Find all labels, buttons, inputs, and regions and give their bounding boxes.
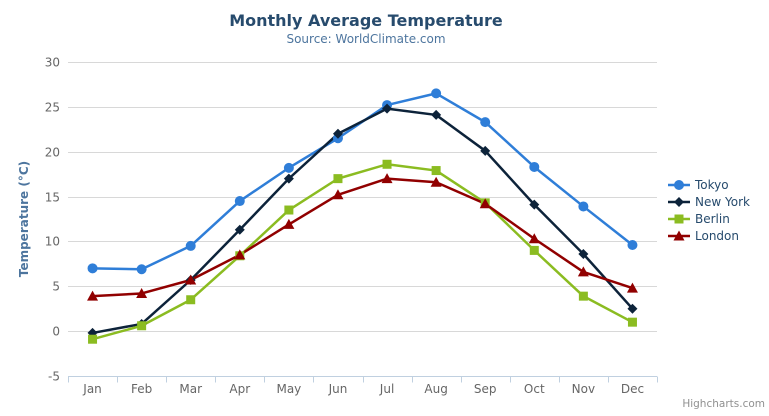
x-axis-label: Mar bbox=[179, 382, 202, 396]
data-point-berlin-feb[interactable] bbox=[137, 321, 147, 331]
data-point-london-jan[interactable] bbox=[87, 290, 99, 301]
legend-item-tokyo[interactable]: Tokyo bbox=[668, 177, 750, 193]
data-point-new-york-sep[interactable] bbox=[480, 145, 491, 156]
data-point-tokyo-sep[interactable] bbox=[480, 117, 491, 128]
data-point-london-aug[interactable] bbox=[430, 176, 442, 187]
data-point-berlin-dec[interactable] bbox=[627, 317, 637, 327]
data-point-london-may[interactable] bbox=[283, 218, 295, 229]
data-point-new-york-oct[interactable] bbox=[529, 199, 540, 210]
data-point-berlin-aug[interactable] bbox=[431, 166, 441, 176]
data-point-berlin-nov[interactable] bbox=[578, 291, 588, 301]
chart-subtitle: Source: WorldClimate.com bbox=[286, 32, 446, 46]
x-axis-label: Jun bbox=[328, 382, 348, 396]
legend-item-new-york[interactable]: New York bbox=[668, 194, 750, 210]
data-point-london-sep[interactable] bbox=[479, 198, 491, 209]
x-axis-label: Oct bbox=[524, 382, 545, 396]
legend-marker-shape[interactable] bbox=[674, 197, 684, 207]
x-axis-label: Aug bbox=[424, 382, 447, 396]
data-point-new-york-aug[interactable] bbox=[431, 109, 442, 120]
y-axis-title: Temperature (°C) bbox=[17, 160, 31, 278]
data-point-london-apr[interactable] bbox=[234, 249, 246, 260]
series-line-london[interactable] bbox=[91, 177, 634, 298]
legend-marker-circle-icon bbox=[668, 180, 690, 190]
legend-label: New York bbox=[695, 195, 750, 209]
data-point-berlin-jun[interactable] bbox=[333, 174, 343, 184]
legend-label: Tokyo bbox=[695, 178, 729, 192]
y-axis-label: 0 bbox=[52, 325, 60, 339]
series-line-new-york[interactable] bbox=[91, 107, 634, 335]
y-axis-label: 30 bbox=[45, 56, 60, 70]
x-axis-label: May bbox=[276, 382, 301, 396]
data-point-berlin-oct[interactable] bbox=[529, 245, 539, 255]
data-point-tokyo-jan[interactable] bbox=[87, 263, 98, 274]
x-axis-label: Jul bbox=[379, 382, 394, 396]
data-point-tokyo-aug[interactable] bbox=[431, 88, 442, 99]
legend-marker-diamond-icon bbox=[668, 197, 690, 207]
data-point-tokyo-mar[interactable] bbox=[185, 240, 196, 251]
data-point-tokyo-dec[interactable] bbox=[627, 240, 638, 251]
data-point-berlin-jan[interactable] bbox=[88, 334, 98, 344]
data-point-london-nov[interactable] bbox=[577, 266, 589, 277]
data-point-new-york-nov[interactable] bbox=[578, 248, 589, 259]
data-point-tokyo-apr[interactable] bbox=[234, 196, 245, 207]
data-point-berlin-jul[interactable] bbox=[382, 159, 392, 169]
x-axis-label: Feb bbox=[131, 382, 152, 396]
x-axis-label: Nov bbox=[572, 382, 595, 396]
data-point-berlin-mar[interactable] bbox=[186, 295, 196, 305]
y-axis-label: 5 bbox=[52, 280, 60, 294]
data-point-london-jul[interactable] bbox=[381, 173, 393, 184]
data-point-new-york-dec[interactable] bbox=[627, 303, 638, 314]
data-point-london-jun[interactable] bbox=[332, 189, 344, 200]
legend-label: Berlin bbox=[695, 212, 730, 226]
data-point-new-york-apr[interactable] bbox=[234, 224, 245, 235]
data-point-london-dec[interactable] bbox=[626, 282, 638, 293]
data-point-tokyo-may[interactable] bbox=[283, 162, 294, 173]
y-axis-label: 10 bbox=[45, 235, 60, 249]
data-point-london-oct[interactable] bbox=[528, 233, 540, 244]
data-point-tokyo-nov[interactable] bbox=[578, 201, 589, 212]
data-point-new-york-jul[interactable] bbox=[382, 103, 393, 114]
data-point-new-york-may[interactable] bbox=[283, 173, 294, 184]
x-axis-label: Apr bbox=[229, 382, 250, 396]
data-point-tokyo-oct[interactable] bbox=[529, 161, 540, 172]
legend-label: London bbox=[695, 229, 739, 243]
legend-item-london[interactable]: London bbox=[668, 228, 750, 244]
x-axis-label: Jan bbox=[82, 382, 102, 396]
highcharts-credit[interactable]: Highcharts.com bbox=[682, 398, 765, 410]
series-line-tokyo[interactable] bbox=[91, 92, 634, 271]
legend: Tokyo New York Berlin London bbox=[668, 177, 750, 245]
legend-marker-shape[interactable] bbox=[674, 214, 684, 224]
data-point-berlin-may[interactable] bbox=[284, 205, 294, 215]
data-point-tokyo-feb[interactable] bbox=[136, 264, 147, 275]
legend-marker-triangle-icon bbox=[668, 230, 690, 241]
x-axis-label: Sep bbox=[474, 382, 497, 396]
y-axis-label: 15 bbox=[45, 191, 60, 205]
x-axis-label: Dec bbox=[621, 382, 644, 396]
legend-marker-shape[interactable] bbox=[673, 230, 685, 241]
series-line-berlin[interactable] bbox=[91, 163, 634, 341]
data-point-london-mar[interactable] bbox=[185, 274, 197, 285]
legend-item-berlin[interactable]: Berlin bbox=[668, 211, 750, 227]
data-point-new-york-jun[interactable] bbox=[332, 128, 343, 139]
legend-marker-shape[interactable] bbox=[674, 180, 684, 190]
y-axis-label: -5 bbox=[48, 370, 60, 384]
data-point-london-feb[interactable] bbox=[136, 287, 148, 298]
legend-marker-square-icon bbox=[668, 214, 690, 224]
chart-title: Monthly Average Temperature bbox=[229, 11, 503, 30]
y-axis-label: 20 bbox=[45, 146, 60, 160]
y-axis-label: 25 bbox=[45, 101, 60, 115]
